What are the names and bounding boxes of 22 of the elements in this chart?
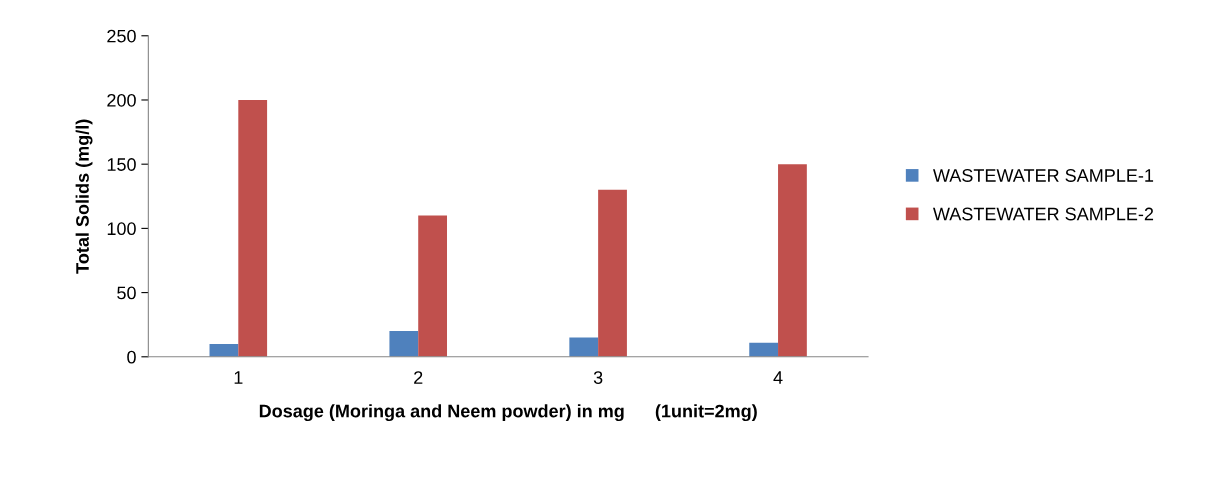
y-tick-label: 0 xyxy=(127,350,136,364)
y-tick-label: 200 xyxy=(107,93,136,107)
y-tick-label: 250 xyxy=(107,29,136,43)
bar xyxy=(569,337,599,357)
x-tick-label: 3 xyxy=(593,371,603,384)
bar xyxy=(778,164,807,357)
x-tick-label: 4 xyxy=(773,371,783,384)
x-axis-title: Dosage (Moringa and Neem powder) in mg (1unit=2mg) xyxy=(259,404,757,422)
y-axis-title: Total Solids (mg/l) xyxy=(75,119,93,274)
bar xyxy=(209,343,239,357)
legend-label: WASTEWATER SAMPLE-1 xyxy=(933,169,1154,182)
bar xyxy=(238,99,268,357)
y-tick-label: 150 xyxy=(107,158,136,171)
legend-label: WASTEWATER SAMPLE-2 xyxy=(933,207,1154,221)
y-tick-label: 100 xyxy=(107,222,136,236)
bar xyxy=(389,331,419,357)
bar xyxy=(749,342,779,357)
bar xyxy=(598,189,627,357)
y-tick-label: 50 xyxy=(117,286,136,300)
bar xyxy=(418,215,448,357)
x-tick-label: 2 xyxy=(414,371,423,384)
x-tick-label: 1 xyxy=(234,371,243,384)
